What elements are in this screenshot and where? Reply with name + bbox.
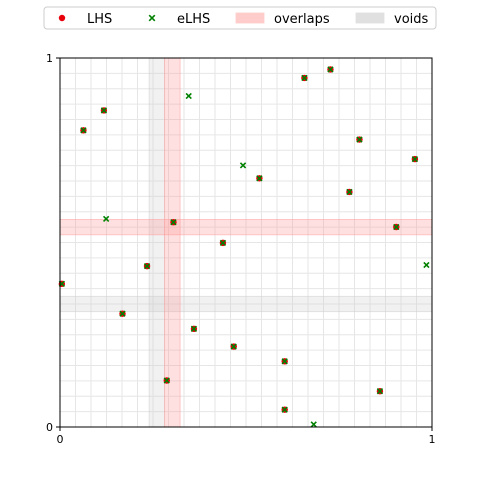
voids-band-vertical	[148, 57, 166, 428]
elhs-point	[301, 74, 308, 82]
elhs-point	[376, 388, 384, 395]
legend-cross-icon	[148, 14, 156, 22]
elhs-point	[346, 188, 353, 196]
axis-ticks: 0 1 0 1	[46, 52, 436, 446]
elhs-point	[411, 155, 419, 163]
legend-label: overlaps	[274, 12, 330, 27]
x-tick-label: 0	[57, 433, 64, 446]
legend-label: voids	[394, 12, 429, 27]
legend-label: LHS	[87, 12, 112, 27]
elhs-point	[356, 136, 363, 143]
elhs-point	[239, 162, 247, 169]
overlaps-band-horizontal	[59, 219, 433, 236]
overlaps-band-vertical	[164, 57, 181, 428]
elhs-point	[80, 127, 87, 134]
elhs-point	[219, 239, 227, 247]
elhs-point	[190, 325, 198, 333]
data-points	[58, 66, 430, 428]
y-tick-label: 1	[46, 52, 53, 65]
legend-patch-icon	[235, 12, 265, 24]
x-tick-label: 1	[429, 433, 436, 446]
elhs-point	[119, 310, 126, 317]
legend: LHS eLHS overlaps voids	[43, 6, 437, 30]
voids-band-horizontal	[59, 295, 433, 313]
elhs-point	[163, 377, 170, 384]
elhs-point	[310, 421, 317, 428]
elhs-point	[185, 92, 192, 100]
plot-border	[59, 57, 433, 428]
elhs-point	[393, 223, 400, 231]
elhs-point	[143, 262, 151, 270]
legend-dot-icon	[58, 14, 66, 22]
legend-label: eLHS	[177, 12, 210, 27]
plot-frame	[59, 57, 433, 428]
elhs-point	[102, 215, 110, 223]
elhs-point	[170, 219, 177, 226]
elhs-point	[281, 358, 288, 365]
elhs-point	[100, 107, 108, 114]
elhs-point	[281, 406, 288, 413]
elhs-point	[423, 261, 430, 269]
elhs-point	[256, 175, 263, 182]
elhs-point	[327, 66, 334, 73]
legend-patch-icon	[355, 12, 385, 24]
grid-lines	[60, 58, 432, 427]
y-tick-label: 0	[46, 421, 53, 434]
elhs-point	[230, 343, 237, 350]
